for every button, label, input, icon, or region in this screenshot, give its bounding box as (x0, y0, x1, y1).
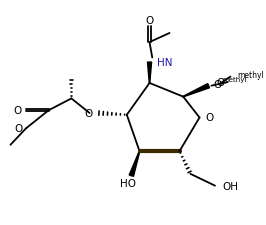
Polygon shape (129, 151, 140, 176)
Text: O: O (217, 78, 225, 88)
Text: O: O (84, 109, 92, 119)
Text: O: O (13, 106, 21, 116)
Text: HO: HO (120, 179, 136, 189)
Polygon shape (183, 84, 210, 97)
Text: O: O (146, 16, 154, 26)
Text: O: O (213, 80, 221, 90)
Text: O: O (14, 124, 22, 134)
Text: HN: HN (157, 58, 172, 68)
Text: methyl: methyl (238, 71, 264, 80)
Polygon shape (147, 62, 152, 83)
Text: O: O (205, 113, 213, 123)
Text: OH: OH (222, 182, 238, 191)
Text: methyl: methyl (223, 77, 247, 83)
